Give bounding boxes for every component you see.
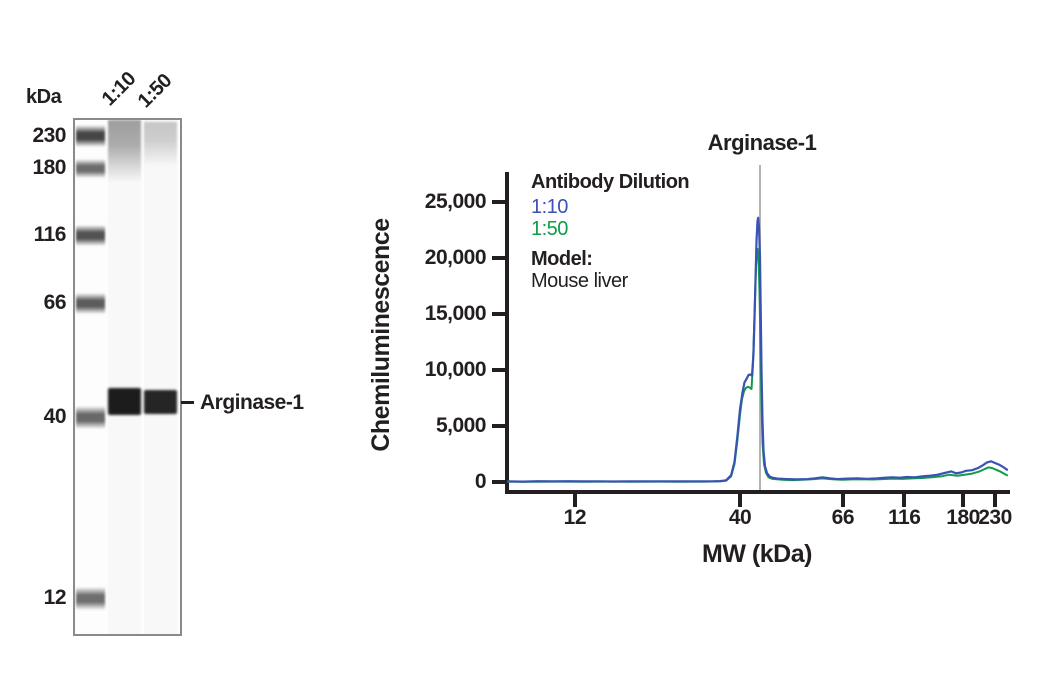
y-tickmark-5000 xyxy=(492,424,505,428)
legend-entry-1: 1:10 xyxy=(531,196,568,218)
y-tickmark-15000 xyxy=(492,312,505,316)
curve-dilution-1-10 xyxy=(506,216,1009,483)
lane-2-arginase-band xyxy=(144,390,177,414)
x-tick-label-180: 180 xyxy=(946,506,980,529)
y-tick-label-0: 0 xyxy=(474,470,487,493)
kda-unit-label: kDa xyxy=(26,86,62,108)
y-tick-label-10000: 10,000 xyxy=(424,358,487,381)
marker-label-116: 116 xyxy=(33,223,67,246)
y-tick-label-15000: 15,000 xyxy=(424,302,487,325)
x-tick-label-116: 116 xyxy=(888,506,921,529)
legend-entry-2: 1:50 xyxy=(531,218,568,240)
y-tickmark-25000 xyxy=(492,200,505,204)
marker-label-40: 40 xyxy=(43,405,67,428)
x-tickmark-40 xyxy=(738,494,743,507)
marker-band-40 xyxy=(76,405,105,429)
marker-band-116 xyxy=(76,224,105,246)
marker-label-180: 180 xyxy=(32,156,66,179)
x-tickmark-12 xyxy=(572,494,577,507)
y-tickmark-10000 xyxy=(492,368,505,372)
marker-label-12: 12 xyxy=(43,586,67,609)
marker-label-230: 230 xyxy=(32,124,66,147)
marker-band-66 xyxy=(76,292,105,314)
marker-band-180 xyxy=(76,158,105,178)
x-tickmark-66 xyxy=(840,494,845,507)
marker-label-66: 66 xyxy=(43,291,67,314)
x-tick-label-12: 12 xyxy=(563,506,587,529)
y-tick-label-5000: 5,000 xyxy=(435,414,487,437)
x-tick-label-230: 230 xyxy=(978,506,1012,529)
curve-dilution-1-50 xyxy=(507,248,1008,483)
blot-band-label: Arginase-1 xyxy=(200,391,304,414)
x-tickmark-116 xyxy=(902,494,907,507)
lane-2-top-smear xyxy=(144,122,177,166)
legend-model-heading: Model: xyxy=(531,248,593,270)
y-axis-line xyxy=(505,172,509,494)
x-axis-title: MW (kDa) xyxy=(702,540,812,568)
x-tickmark-230 xyxy=(993,494,998,507)
sample-lane-1 xyxy=(108,120,141,634)
chart-title: Arginase-1 xyxy=(707,130,817,155)
x-tickmark-180 xyxy=(961,494,966,507)
y-tickmark-20000 xyxy=(492,256,505,260)
x-tick-label-40: 40 xyxy=(728,506,752,529)
y-tick-label-20000: 20,000 xyxy=(424,246,487,269)
marker-band-230 xyxy=(76,125,105,147)
legend-heading: Antibody Dilution xyxy=(531,171,690,193)
lane-1-arginase-band xyxy=(108,388,141,415)
western-blot-lane-image xyxy=(73,118,182,636)
y-tick-label-25000: 25,000 xyxy=(424,190,487,213)
sample-lane-2 xyxy=(144,120,177,634)
x-tick-label-66: 66 xyxy=(831,506,855,529)
marker-band-12 xyxy=(76,586,105,610)
lane-1-top-smear xyxy=(108,120,141,182)
band-pointer-dash xyxy=(181,401,194,404)
legend-model-value: Mouse liver xyxy=(531,270,628,292)
x-axis-line xyxy=(505,490,1010,494)
y-tickmark-0 xyxy=(492,480,505,484)
